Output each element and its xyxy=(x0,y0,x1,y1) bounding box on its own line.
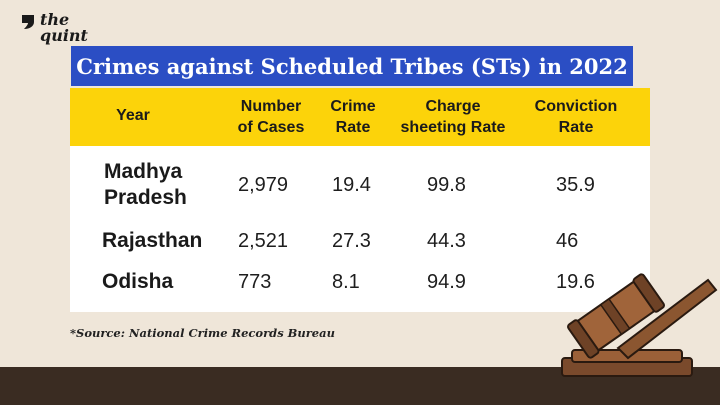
header-crime-rate-line-2: Rate xyxy=(335,119,371,136)
page-title: Crimes against Scheduled Tribes (STs) in… xyxy=(76,53,628,79)
cell-conviction-rate: 19.6 xyxy=(556,271,595,293)
data-table: Year Number of Cases Crime Rate Charge s… xyxy=(70,88,650,312)
brand-line-2: quint xyxy=(40,26,88,45)
gavel-icon xyxy=(561,273,718,377)
quote-mark-icon xyxy=(22,15,34,29)
table-header: Year Number of Cases Crime Rate Charge s… xyxy=(70,88,650,146)
row-name-line-1: Odisha xyxy=(102,270,174,293)
header-conviction-rate-line-1: Conviction xyxy=(534,98,618,115)
cell-cases: 773 xyxy=(238,271,272,293)
cell-crime-rate: 8.1 xyxy=(332,271,360,293)
cell-charge-rate: 94.9 xyxy=(427,271,466,293)
cell-crime-rate: 19.4 xyxy=(332,174,371,196)
header-charge-rate-line-2: sheeting Rate xyxy=(400,119,506,136)
cell-crime-rate: 27.3 xyxy=(332,230,371,252)
cell-charge-rate: 44.3 xyxy=(427,230,466,252)
row-name: Madhya Pradesh xyxy=(104,159,187,211)
header-year-label: Year xyxy=(116,107,150,124)
header-cases: Number of Cases xyxy=(226,96,316,138)
source-note: *Source: National Crime Records Bureau xyxy=(70,326,335,340)
brand-logo: the quint xyxy=(20,12,100,48)
cell-cases: 2,521 xyxy=(238,230,289,252)
header-crime-rate-line-1: Crime xyxy=(330,98,376,115)
title-banner: Crimes against Scheduled Tribes (STs) in… xyxy=(71,46,633,86)
header-charge-rate: Charge sheeting Rate xyxy=(388,96,518,138)
header-year: Year xyxy=(100,105,166,126)
brand-wordmark: the quint xyxy=(40,12,88,44)
header-conviction-rate-line-2: Rate xyxy=(558,119,594,136)
header-cases-line-2: of Cases xyxy=(237,119,305,136)
cell-cases: 2,979 xyxy=(238,174,289,196)
row-name-line-1: Madhya xyxy=(104,160,183,183)
row-name: Odisha xyxy=(102,269,173,295)
header-cases-line-1: Number xyxy=(240,98,302,115)
header-charge-rate-line-1: Charge xyxy=(425,98,481,115)
cell-conviction-rate: 35.9 xyxy=(556,174,595,196)
header-conviction-rate: Conviction Rate xyxy=(526,96,626,138)
row-name-line-2: Pradesh xyxy=(104,186,187,209)
cell-conviction-rate: 46 xyxy=(556,230,579,252)
brand-line-1: the xyxy=(40,10,70,29)
row-name: Rajasthan xyxy=(102,228,202,254)
row-name-line-1: Rajasthan xyxy=(102,229,203,252)
header-crime-rate: Crime Rate xyxy=(318,96,388,138)
cell-charge-rate: 99.8 xyxy=(427,174,466,196)
